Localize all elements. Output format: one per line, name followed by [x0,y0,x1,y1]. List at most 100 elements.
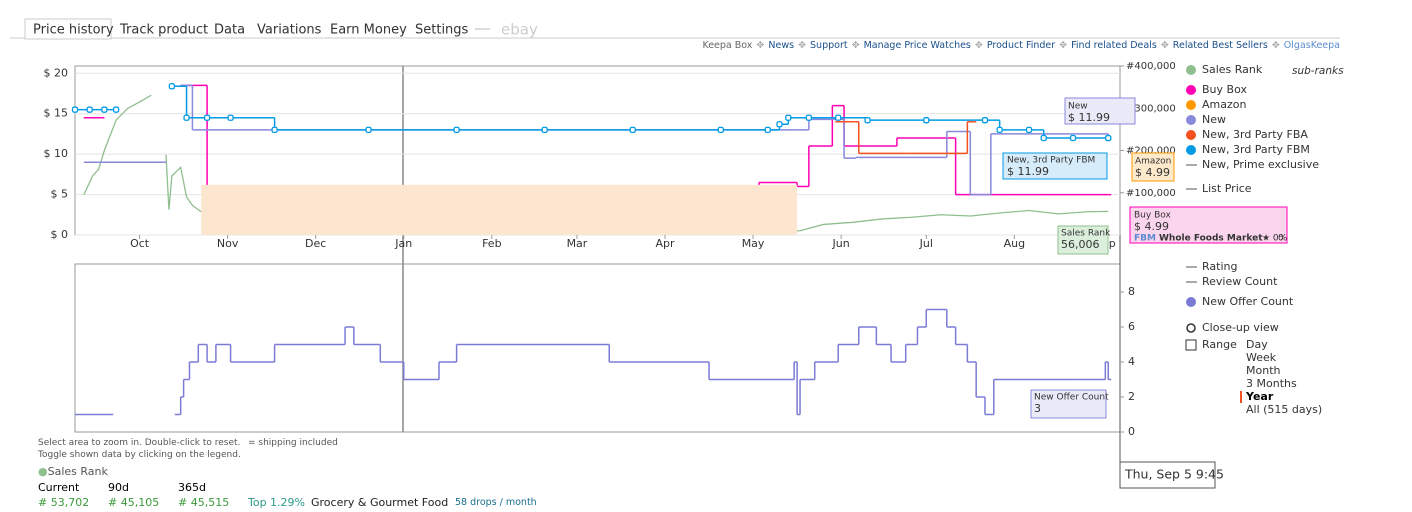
x-tick-label: May [742,237,765,250]
hint: Toggle shown data by clicking on the leg… [38,450,241,460]
legend-dot [1186,65,1196,75]
legend-entry[interactable]: New Offer Count [1202,295,1294,308]
y-tick-label: 4 [1128,355,1135,368]
seller: Whole Foods Market [1159,234,1263,244]
legend-entry[interactable]: Buy Box [1202,83,1247,96]
marker [71,106,79,113]
stat-header: 90d [108,481,129,494]
x-tick-label: Nov [217,237,239,250]
tab[interactable]: Settings [415,23,469,38]
seller-count: 0 [1278,234,1284,244]
marker [996,126,1003,134]
stat-value: # 53,702 [38,496,90,509]
range-option[interactable]: Day [1246,338,1268,351]
marker [835,114,842,121]
tooltip-box [1064,97,1136,125]
marker [271,126,278,134]
time-box [1119,461,1216,489]
link[interactable]: Manage Price Watches [852,40,971,51]
tooltip-value: $ 11.99 [1007,165,1049,178]
link[interactable]: Keepa Box [702,40,753,51]
tooltip-box [1131,152,1175,182]
legend-entry[interactable]: New, 3rd Party FBM [1202,143,1310,156]
marker [183,114,190,121]
stat-title-text: Sales Rank [47,465,108,478]
x-tick-label: Feb [482,237,501,250]
marker [981,117,989,124]
legend-entry[interactable]: Amazon [1202,98,1246,111]
stat-header: 365d [178,481,206,494]
y-tick-label: $ 10 [44,147,69,160]
tab[interactable]: Variations [257,23,322,38]
legend-entry[interactable]: New, Prime exclusive [1202,158,1319,171]
offer-plot-frame [74,263,1121,433]
tab[interactable]: ebay [501,21,538,39]
link-bar: Keepa BoxNews Support Manage Price Watches… [702,40,1340,51]
y-tick-label: $ 20 [44,66,69,79]
legend-dot [1186,145,1196,155]
marker [785,114,792,121]
x-tick-label: Aug [1004,237,1025,250]
stat-value: # 45,515 [178,496,230,509]
stat-header: Current [38,481,80,494]
tooltip-value: $ 4.99 [1134,220,1169,233]
marker [864,117,871,124]
legend-entry[interactable]: New [1202,113,1226,126]
category: Grocery & Gourmet Food [311,496,449,509]
y2-tick-label: #200,000 [1126,146,1176,157]
series [835,121,977,155]
legend-dot [1186,297,1196,307]
marker [717,126,724,134]
calendar-icon [1185,339,1197,351]
tooltip-box [1002,152,1108,180]
marker [1040,134,1047,142]
range-option[interactable]: 3 Months [1246,377,1297,390]
tab[interactable]: Track product [119,23,208,38]
active-tab[interactable] [24,18,112,40]
stat-title: ●Sales Rank [38,465,108,478]
tooltips: New $ 11.99 New, 3rd Party FBM $ 11.99 A… [1002,97,1288,489]
y-tick-label: 8 [1128,285,1135,298]
link[interactable]: OlgasKeepa [1272,40,1340,51]
marker [805,114,812,121]
range-marker [1240,391,1242,403]
range-option[interactable]: Year [1245,390,1274,403]
tooltip-title: New Offer Count [1034,393,1109,403]
legend-entry[interactable]: Rating [1202,260,1237,273]
x-tick-label: Jun [832,237,850,250]
link[interactable]: Product Finder [975,40,1055,51]
series [75,308,1112,416]
tooltip-box [1129,206,1288,244]
series [71,83,1112,142]
legend-entry[interactable]: Review Count [1202,275,1278,288]
seller-tag: FBM [1134,234,1156,244]
series [83,84,1112,196]
legend-entry[interactable]: List Price [1202,182,1252,195]
tab[interactable]: Earn Money [330,23,407,38]
marker [101,106,108,113]
tab[interactable]: Price history [33,23,114,38]
series [83,84,1112,196]
x-tick-label: Mar [567,237,588,250]
tab[interactable]: Data [214,23,245,38]
range-option[interactable]: Month [1246,364,1281,377]
link[interactable]: News [756,40,794,51]
tooltip-box [1057,225,1109,255]
marker [541,126,548,134]
link[interactable]: Support [798,40,848,51]
x-tick-label: Jan [394,237,412,250]
range-option[interactable]: Week [1246,351,1277,364]
sub-ranks[interactable]: sub-ranks [1292,65,1344,77]
legend-entry[interactable]: New, 3rd Party FBA [1202,128,1308,141]
area [201,184,798,235]
tooltip-title: New, 3rd Party FBM [1007,156,1095,166]
x-tick-label: Apr [655,237,675,250]
closeup[interactable]: Close-up view [1202,321,1279,334]
y-tick-label: $ 5 [51,188,69,201]
link[interactable]: Find related Deals [1059,40,1157,51]
link[interactable]: Related Best Sellers [1161,40,1268,51]
range-option[interactable]: All (515 days) [1246,403,1322,416]
marker [764,126,771,134]
legend-entry[interactable]: Sales Rank [1202,63,1263,76]
